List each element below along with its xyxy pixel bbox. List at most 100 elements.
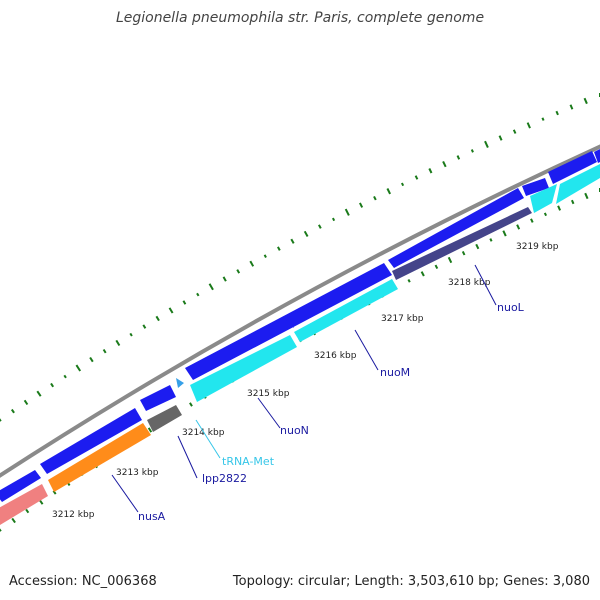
gc-dash — [489, 238, 493, 242]
tick-label: 3217 kbp — [381, 314, 424, 324]
gc-dash — [196, 292, 200, 297]
gc-dash — [475, 243, 480, 250]
gc-dash — [447, 256, 453, 264]
gc-dash — [359, 202, 364, 208]
gene-orange[interactable] — [48, 423, 151, 492]
gene-label-nuon[interactable]: nuoN — [280, 424, 309, 437]
gene-forward[interactable] — [286, 315, 294, 328]
gene-label-trna-met[interactable]: tRNA-Met — [222, 455, 275, 468]
gc-dash — [11, 517, 16, 524]
gc-dash — [155, 315, 160, 322]
gene-forward[interactable] — [548, 151, 597, 184]
gc-dash — [516, 224, 521, 230]
gc-dash — [222, 276, 227, 282]
gc-dash — [555, 110, 559, 116]
gc-dash — [484, 140, 489, 149]
gene-label-leaders — [111, 264, 497, 513]
tick-label: 3216 kbp — [314, 351, 357, 361]
gc-dash — [89, 356, 94, 363]
gene-forward[interactable] — [0, 470, 41, 502]
gene-label-lpp2822[interactable]: lpp2822 — [202, 472, 247, 485]
gc-dash — [50, 382, 55, 388]
genome-summary-text: Topology: circular; Length: 3,503,610 bp… — [232, 574, 590, 589]
gc-dash — [182, 300, 187, 305]
gc-dash — [428, 168, 433, 174]
gc-dash — [249, 260, 255, 267]
gc-track-outer — [0, 93, 600, 422]
gene-pink[interactable] — [0, 484, 48, 525]
gene-forward[interactable] — [140, 385, 176, 411]
gene-reverse[interactable] — [294, 279, 398, 342]
gc-dash — [470, 149, 474, 153]
gc-dash — [541, 117, 545, 121]
gc-dash — [434, 264, 439, 270]
gene-label-nuom[interactable]: nuoM — [380, 366, 410, 379]
gc-dash — [570, 199, 575, 205]
gene-label-nuol[interactable]: nuoL — [497, 301, 525, 314]
gene-reverse[interactable] — [190, 335, 297, 402]
gc-dash — [502, 230, 507, 237]
tick-label: 3219 kbp — [516, 242, 559, 252]
gc-dash — [512, 129, 517, 134]
tick-label: 3212 kbp — [52, 510, 95, 520]
gc-dash — [543, 212, 548, 217]
gc-dash — [526, 122, 531, 129]
tick-labels: 3212 kbp 3213 kbp 3214 kbp 3215 kbp 3216… — [52, 242, 559, 520]
gc-dash — [407, 279, 411, 283]
gc-dash — [420, 271, 425, 277]
gc-dash — [569, 104, 574, 110]
gc-dash — [584, 192, 589, 200]
tick-label: 3213 kbp — [116, 468, 159, 478]
gc-dash — [208, 283, 214, 291]
gc-dash — [290, 238, 295, 244]
gc-dash — [373, 195, 377, 201]
gc-dash — [557, 205, 562, 211]
gene-forward[interactable] — [388, 188, 524, 268]
gene-trna[interactable] — [176, 378, 184, 388]
gc-dash — [414, 175, 419, 180]
gc-dash — [236, 269, 241, 274]
gc-dash — [386, 188, 391, 195]
gc-track-inner — [0, 188, 600, 532]
gc-dash — [147, 427, 153, 433]
gene-gray[interactable] — [147, 405, 182, 432]
gc-dash — [400, 182, 405, 187]
gc-dash — [461, 250, 466, 256]
gc-dash — [189, 402, 193, 407]
tick-label: 3214 kbp — [182, 428, 225, 438]
gc-dash — [25, 508, 30, 514]
gene-labels: nusA lpp2822 tRNA-Met nuoN nuoM nuoL — [138, 301, 525, 523]
gc-dash — [498, 135, 503, 141]
gc-dash — [23, 399, 29, 406]
backbone-line — [0, 144, 600, 478]
gene-forward[interactable] — [594, 149, 600, 163]
accession-text: Accession: NC_006368 — [9, 574, 157, 589]
gc-dash — [456, 155, 461, 160]
gc-dash — [102, 348, 107, 354]
gc-dash — [142, 324, 147, 329]
gc-dash — [75, 364, 82, 372]
gc-dash — [442, 160, 447, 168]
gc-dash — [344, 208, 350, 216]
gc-dash — [129, 332, 133, 337]
gene-forward[interactable] — [522, 178, 549, 196]
gc-dash — [0, 418, 2, 422]
gc-dash — [168, 307, 174, 314]
gc-dash — [332, 217, 336, 222]
gene-reverse[interactable] — [530, 184, 557, 213]
gc-dash — [530, 218, 534, 223]
gene-reverse[interactable] — [556, 164, 600, 204]
gene-label-nusa[interactable]: nusA — [138, 510, 166, 523]
gc-dash — [277, 246, 281, 251]
tick-label: 3215 kbp — [247, 389, 290, 399]
gc-dash — [318, 224, 322, 229]
gc-dash — [10, 408, 15, 414]
gene-dark[interactable] — [392, 207, 532, 280]
gc-dash — [36, 390, 42, 397]
gc-dash — [115, 339, 121, 347]
gc-dash — [303, 230, 309, 237]
map-title: Legionella pneumophila str. Paris, compl… — [115, 10, 485, 26]
gene-forward[interactable] — [40, 408, 142, 474]
gc-dash — [263, 254, 267, 258]
